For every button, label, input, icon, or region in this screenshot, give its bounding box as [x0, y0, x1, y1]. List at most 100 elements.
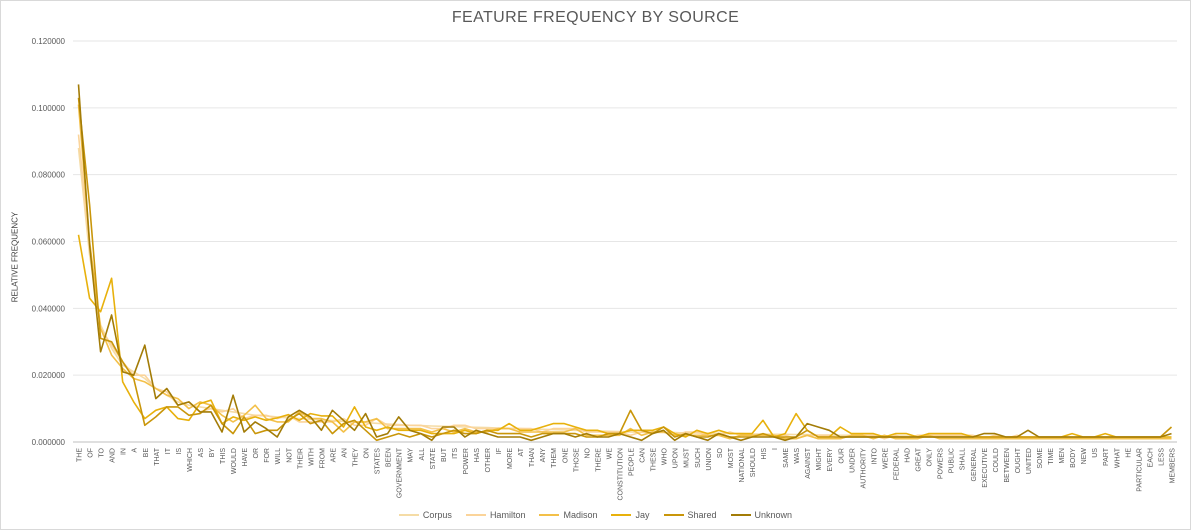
- x-tick-label: WOULD: [231, 448, 238, 474]
- x-tick-label: WHICH: [187, 448, 194, 472]
- x-tick-label: OF: [88, 448, 95, 458]
- x-tick-label: COULD: [993, 448, 1000, 473]
- legend-label: Jay: [635, 510, 650, 520]
- x-tick-label: AGAINST: [805, 447, 812, 478]
- x-tick-label: UNITED: [1026, 448, 1033, 474]
- legend: Corpus Hamilton Madison Jay Shared Unknown: [1, 510, 1190, 520]
- x-tick-label: LESS: [1158, 448, 1165, 466]
- x-tick-label: EVERY: [827, 448, 834, 472]
- x-tick-label: HAS: [474, 448, 481, 463]
- series-line-jay: [77, 234, 1172, 438]
- x-tick-label: THE: [77, 448, 84, 462]
- y-tick-label: 0.120000: [32, 37, 66, 46]
- x-tick-label: OR: [253, 448, 260, 459]
- x-tick-label: OTHER: [485, 448, 492, 473]
- legend-swatch: [730, 514, 751, 516]
- y-tick-label: 0.020000: [32, 371, 66, 380]
- x-tick-label: SOME: [1037, 448, 1044, 469]
- x-tick-label: WERE: [882, 448, 889, 469]
- legend-item: Shared: [663, 510, 717, 520]
- x-tick-label: ALL: [419, 448, 426, 461]
- x-tick-label: BETWEEN: [1004, 448, 1011, 483]
- chart-title: FEATURE FREQUENCY BY SOURCE: [451, 9, 740, 26]
- x-tick-label: AUTHORITY: [860, 448, 867, 489]
- legend-label: Shared: [687, 510, 717, 520]
- x-tick-label: IN: [121, 448, 128, 455]
- x-tick-label: GOVERNMENT: [397, 447, 404, 498]
- x-tick-label: WAS: [794, 448, 801, 464]
- x-tick-label: MOST: [728, 447, 735, 468]
- x-tick-label: TO: [99, 447, 106, 457]
- x-tick-label: HAVE: [242, 448, 249, 467]
- x-tick-label: MUST: [684, 447, 691, 468]
- legend-item: Corpus: [398, 510, 452, 520]
- legend-swatch: [663, 514, 684, 516]
- x-tick-label: AN: [341, 448, 348, 458]
- x-tick-label: ONLY: [927, 448, 934, 467]
- y-tick-label: 0.000000: [32, 438, 66, 447]
- series-line-corpus: [77, 147, 1172, 440]
- x-tick-label: ITS: [452, 448, 459, 459]
- series-line-madison: [77, 104, 1172, 440]
- x-tick-label: PARTICULAR: [1136, 448, 1143, 492]
- legend-label: Madison: [563, 510, 598, 520]
- y-tick-label: 0.100000: [32, 104, 66, 113]
- x-tick-label: MORE: [507, 448, 514, 469]
- x-tick-label: AND: [110, 448, 117, 463]
- x-tick-label: I: [772, 448, 779, 450]
- x-tick-label: GENERAL: [971, 448, 978, 482]
- x-tick-label: WHO: [662, 447, 669, 465]
- x-tick-label: STATE: [430, 448, 437, 470]
- x-tick-label: FOR: [264, 448, 271, 463]
- x-tick-label: NOT: [286, 447, 293, 463]
- x-tick-label: TIME: [1048, 448, 1055, 465]
- x-tick-label: OUR: [838, 448, 845, 464]
- x-tick-label: IF: [496, 448, 503, 454]
- legend-label: Unknown: [754, 510, 793, 520]
- legend-item: Hamilton: [465, 510, 525, 520]
- x-tick-label: THERE: [595, 448, 602, 472]
- x-tick-label: SUCH: [695, 448, 702, 468]
- x-tick-label: FROM: [319, 448, 326, 469]
- legend-item: Madison: [539, 510, 597, 520]
- x-tick-label: CONSTITUTION: [617, 448, 624, 501]
- x-tick-label: SO: [717, 447, 724, 458]
- x-tick-label: POWERS: [938, 448, 945, 479]
- x-tick-label: THEY: [353, 448, 360, 467]
- x-tick-label: MEN: [1059, 448, 1066, 464]
- x-tick-label: THESE: [651, 448, 658, 472]
- x-tick-label: BEEN: [386, 448, 393, 467]
- x-tick-label: SAME: [783, 448, 790, 468]
- x-tick-label: PUBLIC: [949, 448, 956, 473]
- x-tick-label: WHAT: [1114, 447, 1121, 468]
- x-tick-label: GREAT: [916, 447, 923, 471]
- series-line-shared: [77, 97, 1173, 442]
- x-tick-label: PART: [1103, 447, 1110, 466]
- x-tick-label: A: [132, 448, 139, 453]
- x-tick-label: EACH: [1147, 448, 1154, 467]
- x-tick-label: ANY: [540, 448, 547, 463]
- x-tick-label: SHALL: [960, 448, 967, 470]
- x-tick-label: MAY: [408, 448, 415, 463]
- x-tick-label: THOSE: [573, 448, 580, 472]
- x-tick-label: AS: [198, 448, 205, 458]
- x-tick-label: POWER: [463, 448, 470, 474]
- x-tick-label: BODY: [1070, 448, 1077, 468]
- y-tick-label: 0.080000: [32, 171, 66, 180]
- x-tick-label: WITH: [308, 448, 315, 466]
- x-tick-label: THAT: [154, 447, 161, 465]
- legend-swatch: [398, 514, 419, 516]
- x-tick-label: MEMBERS: [1169, 448, 1176, 484]
- x-tick-label: HIS: [761, 448, 768, 460]
- y-tick-label: 0.060000: [32, 238, 66, 247]
- x-tick-label: SHOULD: [750, 448, 757, 477]
- x-tick-label: ARE: [330, 448, 337, 463]
- legend-item: Unknown: [730, 510, 793, 520]
- x-tick-label: PEOPLE: [629, 448, 636, 476]
- x-tick-label: THAN: [529, 448, 536, 467]
- series-line-hamilton: [77, 134, 1172, 440]
- x-tick-label: BUT: [441, 447, 448, 462]
- x-tick-label: UNDER: [849, 448, 856, 473]
